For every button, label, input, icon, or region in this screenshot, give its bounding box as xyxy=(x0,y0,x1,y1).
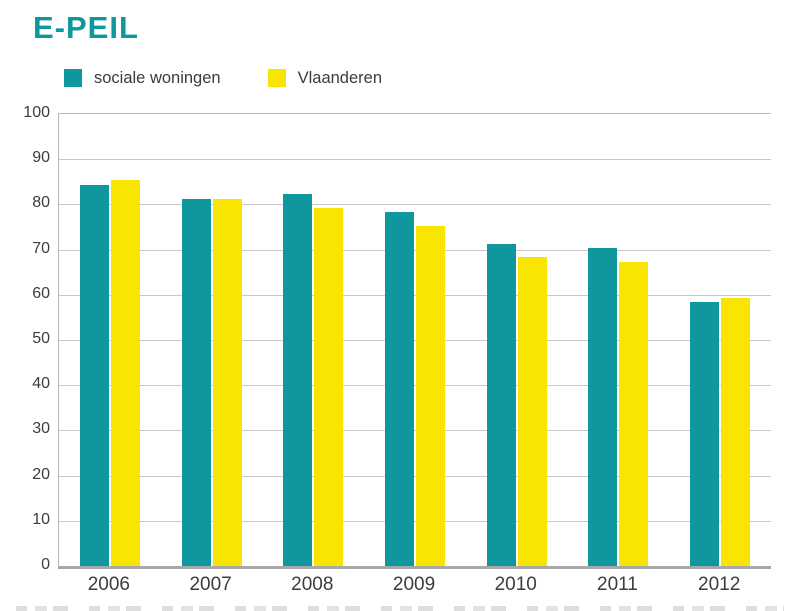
x-axis-tick-label-2008: 2008 xyxy=(291,574,334,595)
y-axis-tick-label-10: 10 xyxy=(32,510,50,528)
bar-group-2009 xyxy=(364,114,466,566)
bar-vlaanderen-2008 xyxy=(314,207,344,566)
bar-vlaanderen-2006 xyxy=(110,180,140,566)
gridline-90 xyxy=(59,159,771,161)
bar-vlaanderen-2012 xyxy=(721,297,751,566)
legend-item-vlaanderen: Vlaanderen xyxy=(267,69,382,87)
y-axis-tick-label-90: 90 xyxy=(32,149,50,167)
y-axis-tick-label-80: 80 xyxy=(32,194,50,212)
bar-group-2008 xyxy=(262,114,364,566)
legend-swatch-icon xyxy=(267,69,286,87)
y-axis-tick-label-40: 40 xyxy=(32,375,50,393)
x-axis-tick-label-2011: 2011 xyxy=(597,574,638,595)
bar-vlaanderen-2007 xyxy=(212,198,242,566)
x-axis-tick-label-2012: 2012 xyxy=(698,574,741,595)
x-axis-tick-label-2010: 2010 xyxy=(494,574,537,595)
bar-vlaanderen-2010 xyxy=(517,257,547,566)
legend-item-sociale-woningen: sociale woningen xyxy=(64,69,221,87)
legend-label: Vlaanderen xyxy=(297,69,382,87)
bar-group-2010 xyxy=(466,114,568,566)
y-axis-tick-label-60: 60 xyxy=(32,284,50,302)
y-axis-tick-label-70: 70 xyxy=(32,239,50,257)
bar-vlaanderen-2009 xyxy=(416,225,446,566)
gridline-80 xyxy=(59,204,771,206)
gridline-60 xyxy=(59,294,771,296)
gridline-30 xyxy=(59,430,771,432)
bar-sociale-woningen-2011 xyxy=(588,248,618,566)
x-axis-tick-label-2007: 2007 xyxy=(189,574,232,595)
bar-group-2006 xyxy=(59,114,161,566)
gridline-20 xyxy=(59,475,771,477)
bar-sociale-woningen-2012 xyxy=(690,302,720,566)
bar-group-2012 xyxy=(669,114,771,566)
bar-sociale-woningen-2006 xyxy=(79,184,109,566)
bar-sociale-woningen-2007 xyxy=(181,198,211,566)
bar-group-2007 xyxy=(161,114,263,566)
y-axis-tick-label-100: 100 xyxy=(23,104,50,121)
y-axis-tick-labels: 0 10 20 30 40 50 60 70 80 90 100 xyxy=(0,105,50,573)
bar-chart-plot-area xyxy=(58,113,771,569)
cropped-text-artifact xyxy=(16,606,784,611)
bar-vlaanderen-2011 xyxy=(619,261,649,566)
bar-sociale-woningen-2009 xyxy=(385,212,415,566)
gridline-40 xyxy=(59,385,771,387)
y-axis-tick-label-20: 20 xyxy=(32,465,50,483)
y-axis-tick-label-30: 30 xyxy=(32,420,50,438)
bar-group-2011 xyxy=(568,114,670,566)
x-axis-tick-label-2009: 2009 xyxy=(392,574,436,595)
x-axis-tick-labels: 2006 2007 2008 2009 2010 2011 2012 xyxy=(58,574,770,596)
y-axis-tick-label-0: 0 xyxy=(41,556,50,573)
gridline-70 xyxy=(59,249,771,251)
y-axis-tick-label-50: 50 xyxy=(32,330,50,347)
gridline-50 xyxy=(59,340,771,341)
x-axis-tick-label-2006: 2006 xyxy=(87,574,130,595)
legend-swatch-icon xyxy=(64,69,82,87)
chart-legend: sociale woningen Vlaanderen xyxy=(64,69,382,87)
page-title: E-PEIL xyxy=(33,10,139,45)
gridline-10 xyxy=(59,520,771,522)
bar-sociale-woningen-2008 xyxy=(283,194,313,566)
legend-label: sociale woningen xyxy=(94,69,221,87)
bar-sociale-woningen-2010 xyxy=(486,243,516,566)
bars-layer xyxy=(59,114,771,566)
